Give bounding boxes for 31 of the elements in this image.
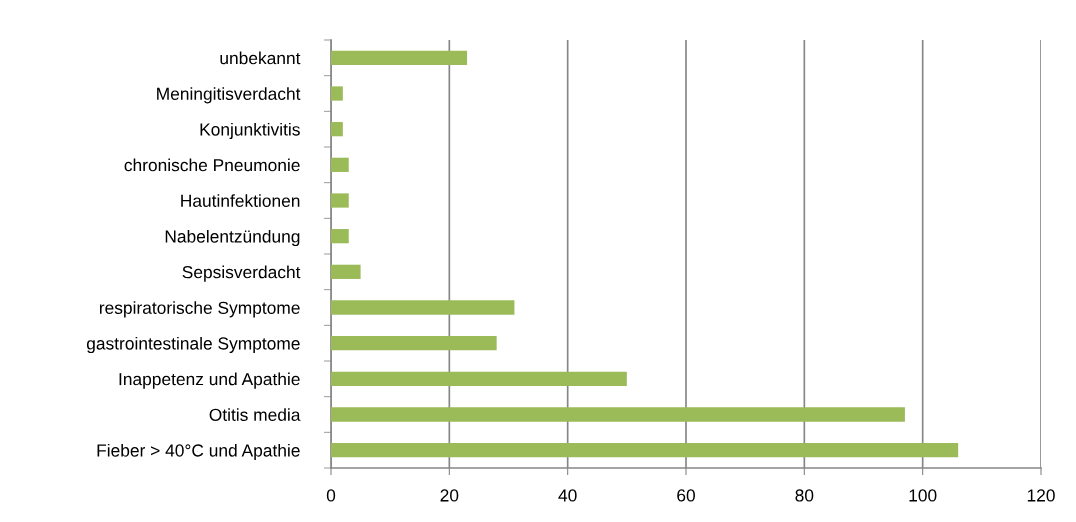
- bar: [331, 157, 349, 172]
- bar: [331, 264, 361, 279]
- bar: [331, 86, 343, 101]
- bar: [331, 407, 905, 422]
- x-tick-label: 60: [677, 489, 695, 502]
- y-tick-label: Konjunktivitis: [200, 122, 300, 140]
- x-tick-label: 120: [1027, 489, 1055, 502]
- bar: [331, 193, 349, 208]
- y-tick-label: Meningitisverdacht: [157, 87, 301, 104]
- y-tick-label: Hautinfektionen: [181, 194, 300, 207]
- x-tick-label: 100: [909, 489, 937, 502]
- y-tick-label: Inappetenz und Apathie: [119, 372, 300, 389]
- y-tick-label: Fieber > 40°C und Apathie: [97, 443, 300, 461]
- bar: [331, 300, 515, 315]
- bar: [331, 229, 349, 244]
- y-tick-label: unbekannt: [220, 51, 301, 65]
- bar: [331, 122, 343, 137]
- y-tick-label: Sepsisverdacht: [182, 265, 301, 282]
- y-tick-label: chronische Pneumonie: [124, 158, 300, 172]
- bar: [331, 336, 497, 351]
- bar: [331, 443, 959, 458]
- x-tick-label: 40: [558, 489, 577, 502]
- y-tick-label: respiratorische Symptome: [99, 301, 300, 318]
- x-tick-label: 0: [326, 489, 336, 502]
- bar: [331, 50, 468, 65]
- y-tick-label: Otitis media: [209, 408, 301, 421]
- x-tick-label: 80: [795, 489, 814, 502]
- y-tick-label: Nabelentzündung: [165, 229, 300, 247]
- x-tick-label: 20: [440, 489, 459, 502]
- y-tick-label: gastrointestinale Symptome: [86, 336, 300, 354]
- bar: [331, 371, 627, 386]
